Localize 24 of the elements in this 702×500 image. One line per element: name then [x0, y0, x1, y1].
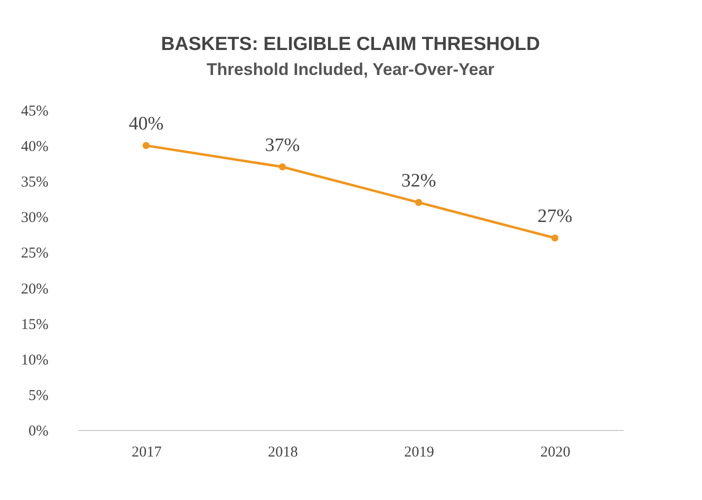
y-tick-label: 20% [21, 281, 48, 298]
data-label: 40% [128, 114, 164, 135]
y-tick-label: 45% [21, 104, 48, 120]
y-tick-label: 30% [21, 210, 48, 226]
x-tick-label: 2020 [540, 444, 570, 460]
y-tick-label: 10% [21, 352, 48, 368]
data-label: 32% [401, 170, 436, 192]
point [415, 198, 422, 206]
y-tick-label: 5% [28, 388, 48, 404]
chart-subtitle: Threshold Included, Year-Over-Year [206, 60, 495, 79]
y-tick-label: 0% [28, 424, 48, 440]
y-tick-label: 25% [21, 246, 48, 262]
point [278, 163, 286, 170]
chart-title: BASKETS: ELIGIBLE CLAIM THRESHOLD [161, 34, 540, 55]
data-label: 37% [264, 134, 300, 156]
x-tick-label: 2019 [404, 444, 434, 460]
data-label: 27% [537, 206, 572, 227]
y-tick-label: 15% [21, 316, 48, 333]
point [142, 142, 150, 150]
x-tick-label: 2017 [132, 444, 162, 460]
x-tick-label: 2018 [268, 444, 298, 460]
y-tick-label: 40% [21, 139, 48, 156]
point [551, 234, 558, 242]
y-tick-label: 35% [21, 174, 48, 191]
